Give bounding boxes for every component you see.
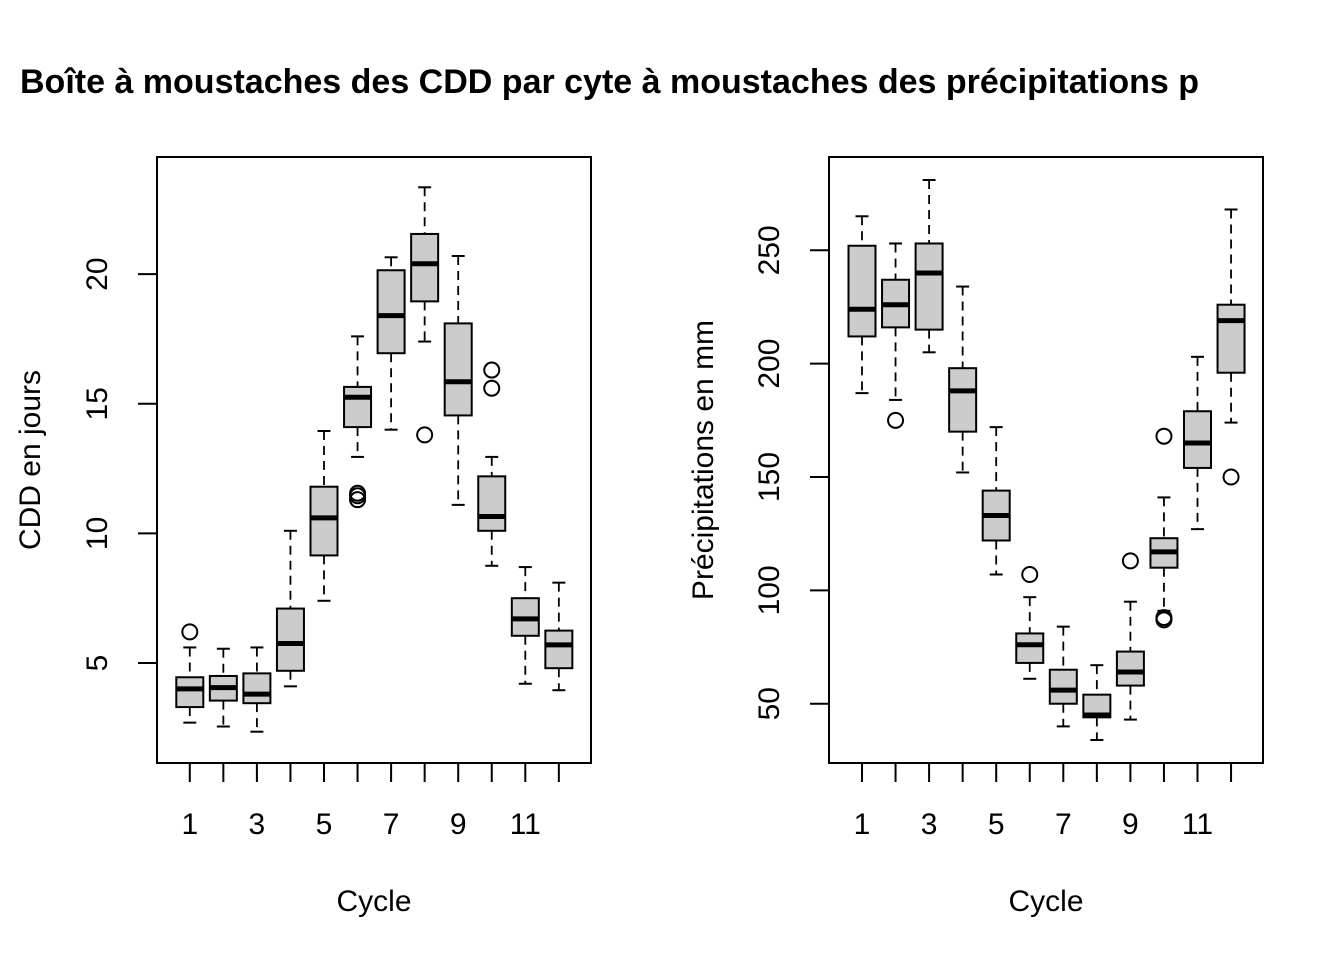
outlier-point [1021,565,1039,583]
interquartile-box [477,475,507,532]
interquartile-box [544,629,574,670]
box-cycle-12 [544,581,574,692]
x-axis-label: Cycle [336,885,411,918]
y-tick-label: 5 [81,655,114,672]
box-cycle-12 [1216,208,1246,486]
box-cycle-5 [981,426,1011,576]
y-tick-label: 50 [753,687,786,720]
interquartile-box [948,367,978,433]
interquartile-box [275,607,305,672]
outlier-point [1222,468,1240,486]
x-tick-label: 11 [1182,808,1213,841]
box-cycle-8 [410,186,440,444]
interquartile-box [410,232,440,303]
plot-frame [156,156,592,764]
interquartile-box [1183,410,1212,469]
y-tick-label: 15 [81,387,114,420]
box-cycle-8 [1082,664,1112,741]
outlier-point [1155,609,1173,627]
interquartile-box [443,322,473,417]
box-cycle-11 [510,566,540,685]
interquartile-box [847,244,877,338]
interquartile-box [1216,303,1246,374]
box-cycle-3 [242,646,272,733]
box-cycle-5 [309,429,339,602]
box-cycle-2 [881,242,911,429]
box-cycle-9 [1115,552,1145,721]
interquartile-box [309,485,339,557]
interquartile-box [914,242,944,331]
interquartile-box [1048,668,1078,705]
outlier-point [349,484,367,502]
x-tick-label: 5 [316,808,333,841]
x-tick-label: 7 [383,808,400,841]
interquartile-box [343,385,373,429]
box-cycle-10 [1149,427,1179,629]
box-cycle-6 [1015,565,1045,680]
outlier-point [1155,427,1173,445]
y-tick-label: 10 [81,517,114,550]
box-cycle-10 [477,361,507,567]
interquartile-box [175,676,205,709]
y-tick-label: 20 [81,257,114,290]
box-cycle-1 [175,623,205,724]
x-tick-label: 1 [854,808,871,841]
x-tick-label: 3 [921,808,938,841]
y-tick-label: 200 [753,339,786,389]
box-cycle-1 [847,215,877,395]
y-axis-label: Précipitations en mm [687,320,720,600]
interquartile-box [242,672,272,705]
box-cycle-4 [948,285,978,474]
box-cycle-6 [343,335,373,509]
outlier-point [1121,552,1139,570]
x-tick-label: 9 [1122,808,1139,841]
y-tick-label: 250 [753,225,786,275]
box-cycle-7 [376,256,406,431]
y-axis-label: CDD en jours [14,370,47,550]
x-tick-label: 1 [181,808,198,841]
y-tick-label: 100 [753,565,786,615]
y-tick-label: 150 [753,452,786,502]
cdd-boxplot-panel: 1 3 5 7 9 11 5 10 15 20 Cycle CDD en jours [14,156,592,918]
outlier-point [416,426,434,444]
outlier-point [887,411,905,429]
x-tick-label: 9 [450,808,467,841]
box-cycle-7 [1048,625,1078,728]
box-cycle-3 [914,179,944,354]
interquartile-box [1115,650,1145,687]
outlier-point [483,379,501,397]
outlier-point [483,361,501,379]
outlier-point [181,623,199,641]
figure-title: Boîte à moustaches des CDD par cyte à mo… [20,63,1199,101]
interquartile-box [1015,632,1045,664]
box-cycle-11 [1183,355,1212,531]
x-tick-label: 5 [988,808,1005,841]
plot-frame [828,156,1264,764]
precipitation-boxplot-panel: 1 3 5 7 9 11 50 100 150 200 250 Cycle Précipitations… [687,156,1264,918]
box-cycle-2 [208,647,238,728]
x-axis-label: Cycle [1008,885,1083,918]
x-tick-label: 11 [510,808,541,841]
x-tick-label: 3 [249,808,266,841]
box-cycle-4 [275,529,305,688]
interquartile-box [376,269,406,355]
box-cycle-9 [443,254,473,506]
x-tick-label: 7 [1055,808,1072,841]
